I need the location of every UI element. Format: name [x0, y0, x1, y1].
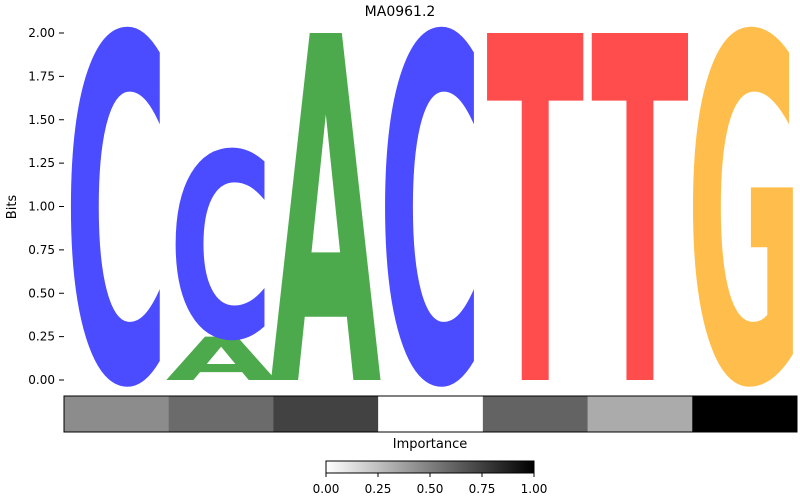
heatmap-cell	[168, 396, 274, 432]
colorbar-tick-label: 0.00	[313, 482, 340, 496]
colorbar-gradient	[325, 460, 535, 474]
y-tick-label: 1.00	[28, 200, 55, 214]
importance-heatmap	[63, 395, 798, 433]
colorbar-tick-label: 0.50	[417, 482, 444, 496]
heatmap-cell	[587, 396, 693, 432]
colorbar-tick-label: 0.75	[469, 482, 496, 496]
heatmap-cell	[378, 396, 484, 432]
colorbar-tick-label: 0.25	[365, 482, 392, 496]
importance-colorbar: 0.00 0.25 0.50 0.75 1.00	[313, 460, 548, 496]
y-tick-label: 0.25	[28, 330, 55, 344]
y-axis: 0.00 0.25 0.50 0.75 1.00 1.25 1.50 1.75 2.00	[28, 26, 64, 387]
y-tick-label: 1.50	[28, 113, 55, 127]
y-tick-label: 2.00	[28, 26, 55, 40]
importance-label: Importance	[393, 437, 468, 452]
heatmap-cell	[482, 396, 589, 432]
heatmap-cell	[273, 396, 379, 432]
logo-letter-A: A	[166, 325, 277, 394]
y-axis-label: Bits	[5, 195, 20, 220]
y-tick-label: 0.00	[28, 373, 55, 387]
y-tick-label: 0.50	[28, 286, 55, 300]
colorbar-tick-label: 1.00	[521, 482, 548, 496]
y-tick-label: 0.75	[28, 243, 55, 257]
heatmap-cell	[692, 396, 798, 432]
y-tick-label: 1.25	[28, 156, 55, 170]
y-tick-label: 1.75	[28, 69, 55, 83]
logo-letter-C: C	[169, 100, 274, 397]
heatmap-cell	[64, 396, 170, 432]
heatmap-frame	[63, 395, 798, 433]
chart-title: MA0961.2	[365, 4, 436, 20]
